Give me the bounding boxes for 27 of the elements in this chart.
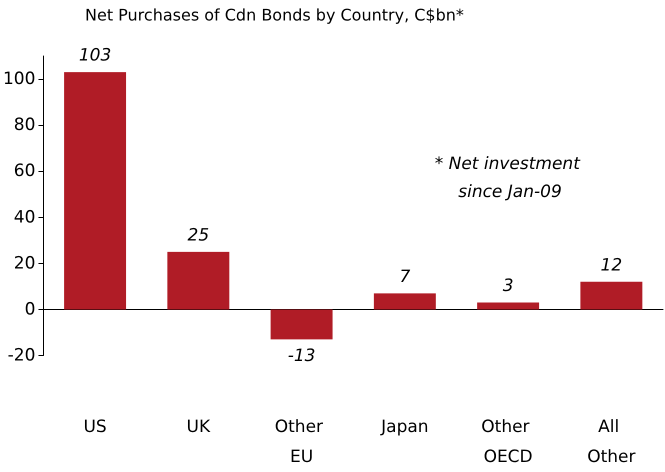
bar: [167, 252, 230, 310]
data-label: 103: [78, 46, 112, 66]
x-tick-label: All Other: [587, 417, 636, 467]
y-tick-label: 80: [14, 115, 36, 136]
y-tick-label: 40: [14, 207, 36, 228]
data-label: 12: [600, 255, 622, 276]
y-tick-label: 100: [2, 69, 36, 90]
x-tick-label: US: [83, 417, 107, 437]
x-tick-label: Japan: [380, 417, 429, 437]
bar: [64, 72, 126, 310]
x-tick-label: Other EU: [274, 417, 328, 467]
y-tick-label: -20: [8, 346, 36, 366]
bar: [580, 282, 642, 310]
bar: [374, 293, 436, 310]
y-tick-label: 20: [14, 253, 36, 274]
data-label: 25: [188, 225, 210, 246]
data-label: -13: [288, 346, 316, 366]
x-tick-label: Other OECD: [481, 417, 535, 467]
x-tick-label: UK: [186, 417, 211, 437]
chart-title: Net Purchases of Cdn Bonds by Country, C$bn*: [85, 6, 464, 24]
y-tick-label: 0: [24, 299, 36, 320]
bar: [270, 309, 333, 340]
data-label: 7: [399, 266, 410, 287]
annotation: * Net investment since Jan-09: [434, 154, 586, 202]
data-label: 3: [502, 276, 514, 296]
y-tick-label: 60: [14, 161, 36, 182]
bar: [477, 302, 540, 310]
